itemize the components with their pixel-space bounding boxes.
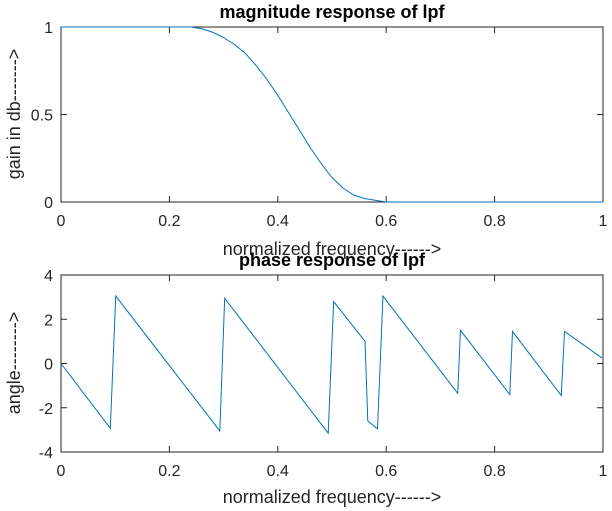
- magnitude-axes-frame: [60, 26, 604, 203]
- phase-x-tick-label: 0: [57, 463, 66, 480]
- magnitude-series-line: [61, 26, 603, 203]
- magnitude-x-tick-label: 0.4: [267, 213, 289, 230]
- phase-x-tick-label: 0.2: [158, 463, 180, 480]
- phase-axes-frame: [60, 274, 604, 453]
- magnitude-y-tick-label: 0: [44, 195, 53, 212]
- phase-x-tick-label: 0.4: [267, 463, 289, 480]
- phase-y-tick-label: -4: [39, 445, 53, 462]
- phase-y-tick-label: 4: [44, 268, 53, 285]
- magnitude-x-tick-label: 0.2: [158, 213, 180, 230]
- phase-y-axis-label: angle-------->: [4, 312, 24, 415]
- phase-y-tick-label: -2: [39, 401, 53, 418]
- phase-y-tick-label: 2: [44, 312, 53, 329]
- phase-chart-title: phase response of lpf: [239, 250, 426, 270]
- magnitude-plot: 0 0.2 0.4 0.6 0.8 1 0 0.5 1 magnitude response o…: [4, 2, 608, 259]
- magnitude-chart-title: magnitude response of lpf: [219, 2, 445, 22]
- phase-x-axis-label: normalized frequency------>: [223, 487, 442, 507]
- phase-x-tick-label: 1: [599, 463, 608, 480]
- magnitude-y-tick-label: 0.5: [31, 108, 53, 125]
- magnitude-x-axis-label: normalized frequency------>: [223, 239, 442, 259]
- magnitude-y-tick-label: 1: [44, 20, 53, 37]
- magnitude-x-tick-label: 0.8: [483, 213, 505, 230]
- phase-plot: 0 0.2 0.4 0.6 0.8 1 -4 -2 0 2 4 phase response of …: [4, 250, 608, 507]
- magnitude-y-axis-label: gain in db------->: [4, 49, 24, 180]
- magnitude-x-tick-label: 0.6: [375, 213, 397, 230]
- phase-ticks: 0 0.2 0.4 0.6 0.8 1 -4 -2 0 2 4: [39, 268, 608, 480]
- magnitude-ticks: 0 0.2 0.4 0.6 0.8 1 0 0.5 1: [31, 20, 608, 230]
- phase-series-line: [60, 294, 603, 435]
- magnitude-x-tick-label: 0: [57, 213, 66, 230]
- phase-x-tick-label: 0.8: [483, 463, 505, 480]
- phase-y-tick-label: 0: [44, 357, 53, 374]
- magnitude-x-tick-label: 1: [599, 213, 608, 230]
- phase-x-tick-label: 0.6: [375, 463, 397, 480]
